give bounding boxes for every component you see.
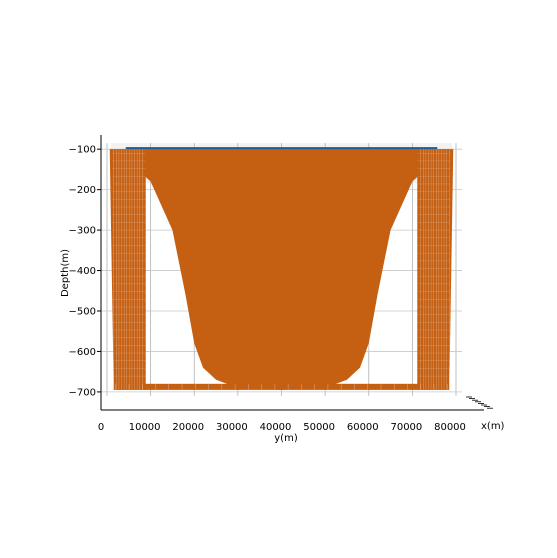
y-tick-label: 40000: [260, 422, 292, 433]
x-axis-label: x(m): [481, 421, 505, 432]
y-tick-label: 70000: [390, 422, 422, 433]
y-tick-label: 80000: [434, 422, 466, 433]
y-tick-label: 50000: [303, 422, 335, 433]
z-axis-label: Depth(m): [60, 249, 71, 297]
orange-floor: [113, 383, 450, 390]
z-tick-label: −300: [69, 226, 96, 237]
y-tick-label: 20000: [172, 422, 204, 433]
z-tick-label: −100: [69, 145, 96, 156]
axis-lines: [100, 135, 484, 411]
y-tick-label: 60000: [347, 422, 379, 433]
z-tick-label: −200: [69, 185, 96, 196]
y-axis-label: y(m): [274, 433, 298, 444]
z-tick-label: −600: [69, 347, 96, 358]
orange-right-wall: [417, 149, 454, 390]
orange-surface: [109, 149, 454, 390]
y-tick-label: 30000: [216, 422, 248, 433]
z-tick-label: −400: [69, 266, 96, 277]
orange-surface-body: [113, 149, 450, 390]
y-tick-label: 0: [98, 422, 104, 433]
ticks: −100 −200 −300 −400 −500 −600 −700 0 10000 20000 3…: [69, 145, 493, 433]
z-tick-label: −700: [69, 387, 96, 398]
z-tick-label: −500: [69, 307, 96, 318]
y-tick-label: 10000: [129, 422, 161, 433]
orange-left-wall: [109, 149, 146, 390]
